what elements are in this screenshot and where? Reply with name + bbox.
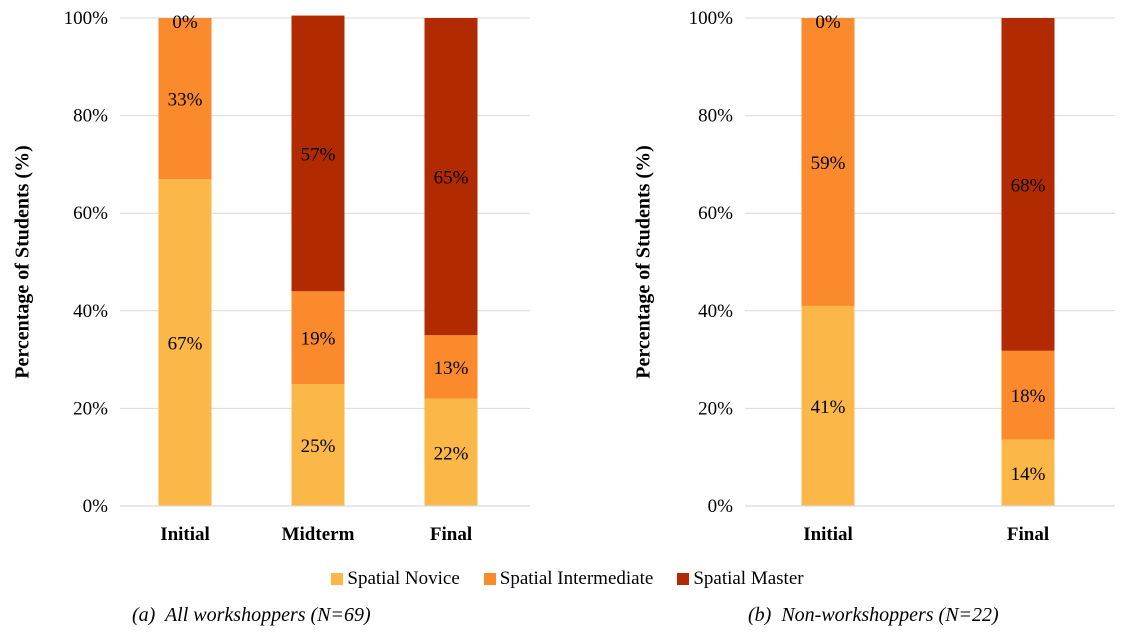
legend-item-master: Spatial Master xyxy=(677,568,804,590)
data-label-intermediate-midterm: 19% xyxy=(301,329,336,350)
data-label-novice-initial: 41% xyxy=(811,397,846,418)
data-label-intermediate-initial: 33% xyxy=(168,90,203,111)
legend-swatch-intermediate xyxy=(483,573,496,585)
y-tick-label: 100% xyxy=(64,8,109,29)
x-tick-label-final: Final xyxy=(1007,524,1049,545)
bar-novice-final xyxy=(424,398,478,506)
legend-label-intermediate: Spatial Intermediate xyxy=(499,568,654,589)
data-label-master-final: 68% xyxy=(1011,175,1046,196)
legend-label-novice: Spatial Novice xyxy=(347,568,460,589)
y-tick-label: 60% xyxy=(73,203,108,224)
y-tick-label: 60% xyxy=(698,203,733,224)
data-label-novice-initial: 67% xyxy=(168,334,203,355)
y-tick-label: 100% xyxy=(689,8,734,29)
bar-intermediate-midterm xyxy=(291,291,345,384)
y-tick-label: 40% xyxy=(698,301,733,322)
legend-item-intermediate: Spatial Intermediate xyxy=(483,568,654,590)
bar-intermediate-initial xyxy=(801,18,855,306)
y-axis-title: Percentage of Students (%) xyxy=(633,145,655,378)
bar-novice-initial xyxy=(801,305,855,506)
x-tick-label-final: Final xyxy=(430,524,472,545)
data-label-intermediate-final: 18% xyxy=(1011,386,1046,407)
bar-master-final xyxy=(424,18,478,336)
y-tick-label: 40% xyxy=(73,301,108,322)
y-tick-label: 80% xyxy=(73,106,108,127)
y-axis-title: Percentage of Students (%) xyxy=(12,145,34,378)
y-tick-label: 80% xyxy=(698,106,733,127)
y-tick-label: 0% xyxy=(83,496,109,517)
bar-intermediate-initial xyxy=(158,18,212,180)
data-label-intermediate-initial: 59% xyxy=(811,153,846,174)
bar-novice-midterm xyxy=(291,384,345,506)
data-label-master-initial: 0% xyxy=(172,12,198,33)
x-tick-label-midterm: Midterm xyxy=(282,524,355,545)
bar-master-midterm xyxy=(291,15,345,292)
x-tick-label-initial: Initial xyxy=(160,524,210,545)
y-tick-label: 20% xyxy=(698,398,733,419)
data-label-novice-final: 14% xyxy=(1011,464,1046,485)
data-label-master-final: 65% xyxy=(434,168,469,189)
data-label-master-midterm: 57% xyxy=(301,144,336,165)
chart-a: 0% 20% 40% 60% 80% 100% Percentage of Students… xyxy=(12,8,530,545)
bar-master-final xyxy=(1001,18,1055,351)
bar-novice-final xyxy=(1001,439,1055,506)
data-label-intermediate-final: 13% xyxy=(434,358,469,379)
data-label-novice-final: 22% xyxy=(434,443,469,464)
y-tick-label: 20% xyxy=(73,398,108,419)
legend: Spatial Novice Spatial Intermediate Spat… xyxy=(0,566,1135,592)
data-label-master-initial: 0% xyxy=(815,12,841,33)
x-tick-label-initial: Initial xyxy=(803,524,853,545)
bar-novice-initial xyxy=(158,179,212,507)
caption-chart-b: (b) Non-workshoppers (N=22) xyxy=(748,604,999,626)
legend-swatch-novice xyxy=(331,573,344,585)
caption-chart-a: (a) All workshoppers (N=69) xyxy=(132,604,371,626)
data-label-novice-midterm: 25% xyxy=(301,436,336,457)
legend-swatch-master xyxy=(677,573,690,585)
bar-intermediate-final xyxy=(1001,350,1055,440)
chart-b: 0% 20% 40% 60% 80% 100% Percentage of Students… xyxy=(633,8,1115,545)
y-tick-label: 0% xyxy=(708,496,734,517)
legend-item-novice: Spatial Novice xyxy=(331,568,460,590)
legend-label-master: Spatial Master xyxy=(693,568,804,589)
bar-intermediate-final xyxy=(424,335,478,399)
